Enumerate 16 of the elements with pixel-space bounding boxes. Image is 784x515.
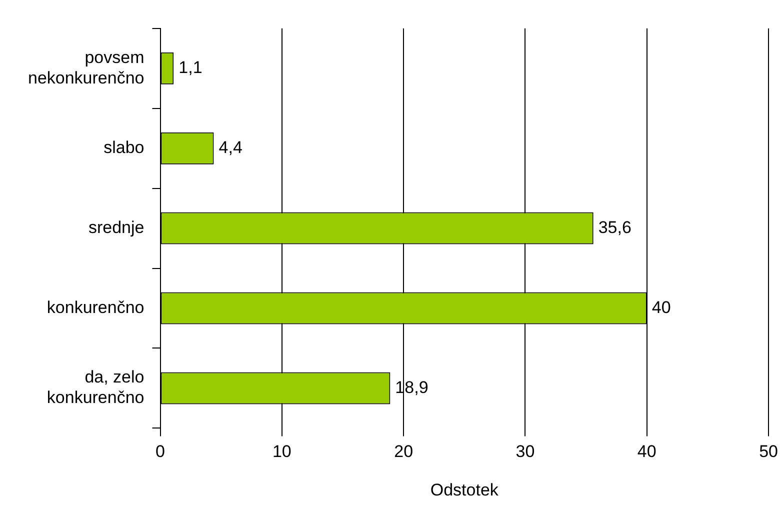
y-tick-label: srednje: [88, 218, 144, 237]
x-tick-label: 50: [759, 442, 778, 462]
y-tick-label: da, zelo konkurenčno: [46, 368, 144, 408]
data-label: 4,4: [218, 138, 242, 158]
x-tick-label: 0: [156, 442, 165, 462]
data-label: 40: [652, 298, 671, 317]
data-label: 35,6: [598, 218, 632, 237]
x-tick-label: 30: [516, 442, 535, 462]
x-tick-label: 40: [637, 442, 656, 462]
x-tick-label: 20: [394, 442, 414, 462]
y-tick-label: konkurenčno: [46, 298, 144, 317]
x-axis-title: Odstotek: [430, 480, 499, 500]
y-tick-label: povsem nekonkurenčno: [28, 48, 144, 88]
x-tick-label: 10: [272, 442, 292, 462]
y-tick-label: slabo: [104, 138, 144, 158]
data-label: 1,1: [178, 58, 202, 78]
